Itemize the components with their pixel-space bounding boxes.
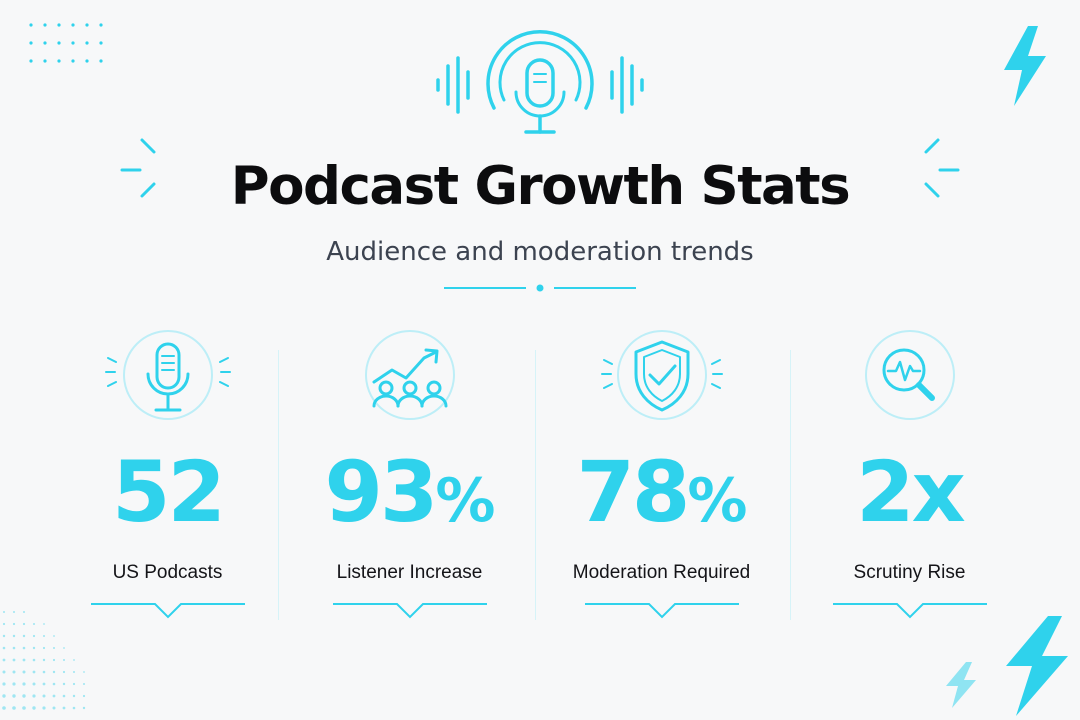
audience-growth-icon bbox=[364, 330, 455, 420]
stat-card-us-podcasts: 52 US Podcasts bbox=[40, 330, 295, 630]
stat-card-listener-increase: 93% Listener Increase bbox=[282, 330, 537, 630]
microphone-icon bbox=[104, 330, 231, 420]
stat-label: US Podcasts bbox=[112, 562, 223, 583]
stat-value: 78% bbox=[534, 442, 789, 551]
stat-card-moderation-required: 78% Moderation Required bbox=[534, 330, 789, 630]
stat-suffix: % bbox=[687, 466, 747, 536]
stat-value: 52 bbox=[40, 442, 295, 551]
lightning-bolt-icon bbox=[1004, 26, 1046, 106]
stat-number: 52 bbox=[112, 443, 226, 541]
page-title: Podcast Growth Stats bbox=[230, 156, 851, 217]
halftone-decoration bbox=[2, 611, 86, 710]
magnifier-pulse-icon bbox=[864, 330, 955, 420]
column-divider bbox=[790, 350, 791, 620]
lightning-bolt-small-icon bbox=[946, 662, 976, 708]
stat-number: 2x bbox=[856, 443, 966, 541]
lightning-bolt-large-icon bbox=[1006, 616, 1068, 716]
sparkle-left-decoration bbox=[120, 138, 156, 198]
pointer-underline bbox=[832, 603, 987, 619]
stat-label: Listener Increase bbox=[336, 562, 483, 583]
stat-number: 78 bbox=[576, 443, 690, 541]
title-divider bbox=[444, 284, 636, 292]
page-subtitle: Audience and moderation trends bbox=[326, 237, 754, 267]
pointer-underline bbox=[332, 603, 487, 619]
stat-suffix: % bbox=[435, 466, 495, 536]
stat-card-scrutiny-rise: 2x Scrutiny Rise bbox=[782, 330, 1037, 630]
stat-label: Scrutiny Rise bbox=[853, 562, 966, 583]
stat-value: 2x bbox=[782, 442, 1037, 551]
shield-check-icon bbox=[600, 330, 723, 420]
stat-label: Moderation Required bbox=[572, 562, 751, 583]
sparkle-right-decoration bbox=[924, 138, 960, 198]
stat-value: 93% bbox=[282, 442, 537, 551]
pointer-underline bbox=[584, 603, 739, 619]
stat-number: 93 bbox=[324, 443, 438, 541]
podcast-mic-emblem-icon bbox=[436, 30, 644, 134]
pointer-underline bbox=[90, 603, 245, 619]
column-divider bbox=[535, 350, 536, 620]
dot-grid-decoration bbox=[29, 23, 103, 63]
column-divider bbox=[278, 350, 279, 620]
